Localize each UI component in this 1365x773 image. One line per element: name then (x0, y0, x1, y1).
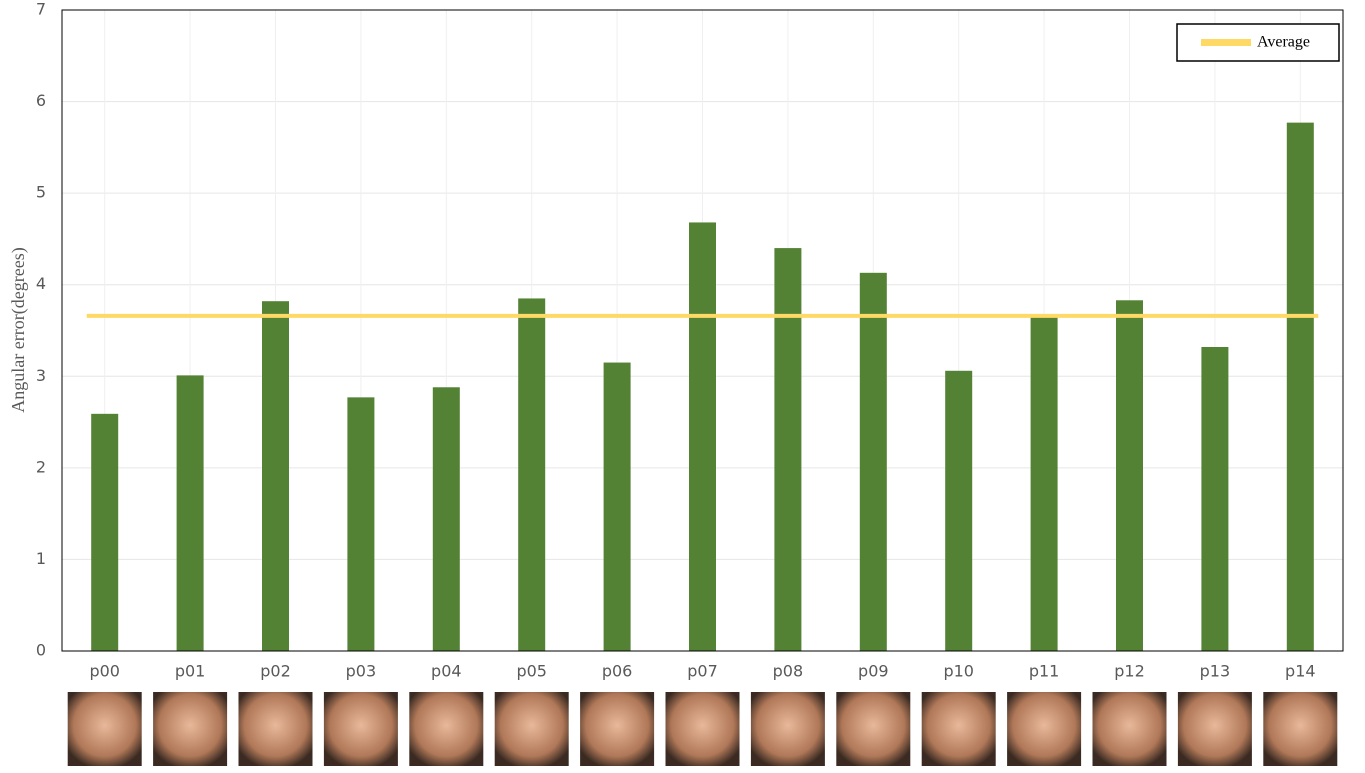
x-tick-label: p09 (858, 662, 889, 681)
bar (603, 362, 631, 651)
face-thumbnail (494, 692, 569, 766)
x-tick-label: p10 (943, 662, 974, 681)
x-tick-label: p07 (687, 662, 718, 681)
x-tick-label: p03 (346, 662, 377, 681)
bar (347, 397, 375, 651)
y-tick-label: 5 (36, 183, 46, 202)
face-thumbnail (580, 692, 655, 766)
x-tick-label: p06 (602, 662, 633, 681)
bar (262, 301, 289, 651)
x-tick-label: p12 (1114, 662, 1145, 681)
face-thumbnail (921, 692, 996, 766)
bar (774, 248, 802, 652)
bar (1030, 316, 1058, 651)
face-thumbnail (409, 692, 484, 766)
x-tick-label: p00 (89, 662, 120, 681)
face-thumbnail (1263, 692, 1338, 766)
x-tick-label: p13 (1200, 662, 1231, 681)
bar (1116, 300, 1143, 651)
x-tick-label: p14 (1285, 662, 1316, 681)
y-tick-label: 7 (36, 0, 46, 19)
y-tick-label: 2 (36, 457, 46, 476)
y-axis-label: Angular error(degrees) (8, 247, 29, 412)
y-tick-label: 0 (36, 641, 46, 660)
face-thumbnail (665, 692, 740, 766)
face-thumbnail (67, 692, 142, 766)
x-tick-label: p11 (1029, 662, 1060, 681)
face-thumbnail (153, 692, 228, 766)
x-tick-label: p01 (175, 662, 206, 681)
bar (176, 375, 204, 651)
face-thumbnail (1092, 692, 1167, 766)
plot-frame (61, 9, 1344, 652)
face-thumbnail (1177, 692, 1252, 766)
bar (518, 298, 546, 651)
face-thumbnail (836, 692, 911, 766)
legend: Average (1176, 23, 1340, 62)
x-tick-label: p02 (260, 662, 291, 681)
x-tick-label: p04 (431, 662, 462, 681)
bar (945, 370, 973, 651)
bar (689, 222, 716, 651)
y-tick-label: 3 (36, 366, 46, 385)
face-thumbnail (1007, 692, 1082, 766)
bar (859, 272, 887, 651)
bar (1201, 346, 1229, 651)
y-tick-label: 4 (36, 274, 46, 293)
y-tick-label: 1 (36, 549, 46, 568)
legend-swatch (1201, 39, 1251, 46)
x-tick-label: p05 (516, 662, 547, 681)
face-thumbnail (238, 692, 313, 766)
bar (91, 413, 119, 651)
x-tick-label: p08 (773, 662, 804, 681)
face-thumbnail (323, 692, 398, 766)
legend-label: Average (1257, 34, 1310, 51)
bar (1286, 122, 1314, 651)
bar (432, 387, 460, 651)
y-tick-label: 6 (36, 91, 46, 110)
face-thumbnail (750, 692, 825, 766)
